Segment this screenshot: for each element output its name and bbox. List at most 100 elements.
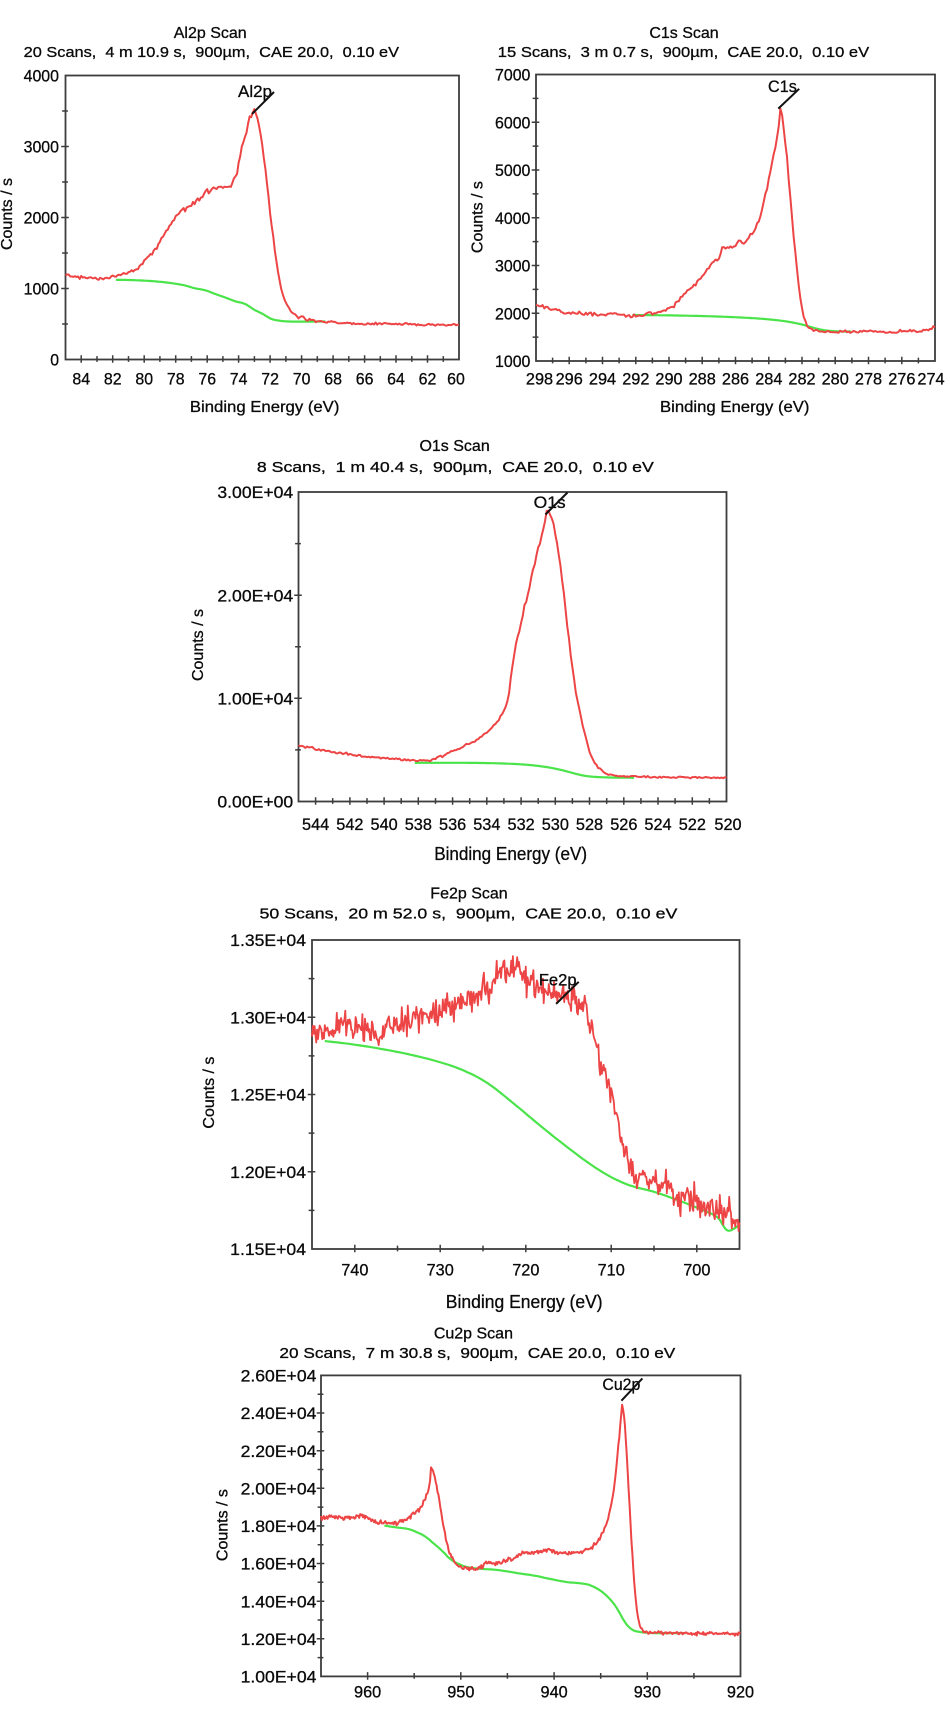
svg-text:O1s Scan: O1s Scan — [419, 438, 489, 455]
svg-text:538: 538 — [405, 815, 432, 834]
svg-text:2000: 2000 — [24, 209, 59, 228]
svg-text:274: 274 — [917, 370, 944, 389]
svg-text:80: 80 — [135, 370, 153, 389]
svg-text:2.00E+04: 2.00E+04 — [217, 586, 293, 605]
svg-text:294: 294 — [589, 370, 616, 389]
svg-text:3000: 3000 — [24, 138, 59, 157]
svg-text:Counts / s: Counts / s — [190, 609, 207, 681]
svg-text:20 Scans, 4 m 10.9 s, 900µm,: 20 Scans, 4 m 10.9 s, 900µm, CAE 20.0, 0… — [24, 44, 399, 61]
svg-text:540: 540 — [371, 815, 398, 834]
svg-text:C1s Scan: C1s Scan — [649, 25, 718, 42]
svg-text:5000: 5000 — [495, 161, 530, 180]
svg-text:278: 278 — [855, 370, 882, 389]
svg-text:292: 292 — [622, 370, 649, 389]
svg-text:1.35E+04: 1.35E+04 — [230, 931, 306, 950]
svg-text:3.00E+04: 3.00E+04 — [217, 483, 293, 502]
svg-text:8 Scans, 1 m 40.4 s, 900µm,: 8 Scans, 1 m 40.4 s, 900µm, CAE 20.0, 0.… — [257, 459, 654, 476]
svg-text:2.60E+04: 2.60E+04 — [241, 1367, 317, 1386]
svg-text:940: 940 — [541, 1683, 568, 1702]
svg-text:Counts / s: Counts / s — [470, 181, 487, 253]
svg-text:526: 526 — [610, 815, 637, 834]
svg-text:Cu2p Scan: Cu2p Scan — [434, 1325, 513, 1342]
svg-text:720: 720 — [512, 1261, 539, 1280]
svg-text:72: 72 — [261, 370, 279, 389]
svg-text:532: 532 — [508, 815, 535, 834]
svg-text:82: 82 — [104, 370, 122, 389]
svg-text:730: 730 — [427, 1261, 454, 1280]
svg-text:920: 920 — [727, 1683, 754, 1702]
svg-text:530: 530 — [542, 815, 569, 834]
svg-text:1.25E+04: 1.25E+04 — [230, 1086, 306, 1105]
svg-text:1.60E+04: 1.60E+04 — [241, 1555, 317, 1574]
svg-text:66: 66 — [356, 370, 374, 389]
svg-text:7000: 7000 — [495, 66, 530, 85]
svg-text:528: 528 — [576, 815, 603, 834]
svg-text:Al2p: Al2p — [238, 82, 272, 101]
svg-text:Fe2p: Fe2p — [539, 971, 577, 990]
svg-text:2.00E+04: 2.00E+04 — [241, 1480, 317, 1499]
svg-text:78: 78 — [167, 370, 185, 389]
svg-text:Counts / s: Counts / s — [201, 1057, 218, 1129]
svg-text:1.15E+04: 1.15E+04 — [230, 1240, 306, 1259]
svg-text:1.00E+04: 1.00E+04 — [217, 690, 293, 709]
svg-text:950: 950 — [447, 1683, 474, 1702]
svg-text:Counts / s: Counts / s — [0, 178, 16, 250]
svg-text:536: 536 — [439, 815, 466, 834]
svg-text:298: 298 — [526, 370, 553, 389]
svg-text:1.20E+04: 1.20E+04 — [230, 1163, 306, 1182]
svg-text:68: 68 — [324, 370, 342, 389]
svg-text:1.20E+04: 1.20E+04 — [241, 1630, 317, 1649]
svg-text:62: 62 — [419, 370, 437, 389]
svg-text:50 Scans, 20 m 52.0 s, 900µm: 50 Scans, 20 m 52.0 s, 900µm, CAE 20.0, … — [260, 905, 678, 922]
svg-text:70: 70 — [293, 370, 311, 389]
svg-text:Counts / s: Counts / s — [215, 1489, 232, 1561]
svg-text:C1s: C1s — [768, 77, 797, 96]
svg-text:284: 284 — [755, 370, 782, 389]
svg-text:276: 276 — [888, 370, 915, 389]
svg-text:288: 288 — [689, 370, 716, 389]
svg-text:Binding Energy (eV): Binding Energy (eV) — [190, 399, 340, 416]
svg-text:15 Scans, 3 m 0.7 s, 900µm,: 15 Scans, 3 m 0.7 s, 900µm, CAE 20.0, 0.… — [498, 44, 869, 61]
svg-text:710: 710 — [598, 1261, 625, 1280]
svg-text:296: 296 — [556, 370, 583, 389]
svg-text:1.80E+04: 1.80E+04 — [241, 1517, 317, 1536]
svg-text:2000: 2000 — [495, 304, 530, 323]
svg-text:1.00E+04: 1.00E+04 — [241, 1668, 317, 1687]
svg-text:1000: 1000 — [495, 352, 530, 371]
svg-text:1000: 1000 — [24, 280, 59, 299]
svg-text:0: 0 — [50, 351, 59, 370]
svg-text:0.00E+00: 0.00E+00 — [217, 793, 293, 812]
svg-text:282: 282 — [788, 370, 815, 389]
svg-text:2.40E+04: 2.40E+04 — [241, 1404, 317, 1423]
svg-text:544: 544 — [302, 815, 329, 834]
svg-text:Binding Energy (eV): Binding Energy (eV) — [660, 399, 810, 416]
svg-text:Fe2p Scan: Fe2p Scan — [430, 886, 507, 903]
svg-text:O1s: O1s — [534, 493, 566, 512]
svg-text:6000: 6000 — [495, 113, 530, 132]
svg-text:20 Scans, 7 m 30.8 s, 900µm,: 20 Scans, 7 m 30.8 s, 900µm, CAE 20.0, 0… — [279, 1345, 675, 1362]
svg-text:522: 522 — [679, 815, 706, 834]
svg-text:290: 290 — [655, 370, 682, 389]
svg-text:520: 520 — [714, 815, 741, 834]
svg-text:Cu2p: Cu2p — [602, 1375, 640, 1394]
svg-text:Al2p Scan: Al2p Scan — [174, 25, 247, 42]
svg-text:74: 74 — [230, 370, 248, 389]
svg-text:Binding Energy (eV): Binding Energy (eV) — [434, 843, 587, 864]
svg-text:84: 84 — [72, 370, 90, 389]
svg-text:700: 700 — [683, 1261, 710, 1280]
svg-text:2.20E+04: 2.20E+04 — [241, 1442, 317, 1461]
svg-text:3000: 3000 — [495, 257, 530, 276]
svg-text:64: 64 — [387, 370, 405, 389]
svg-text:524: 524 — [644, 815, 671, 834]
svg-text:60: 60 — [447, 370, 465, 389]
svg-text:960: 960 — [354, 1683, 381, 1702]
svg-text:286: 286 — [722, 370, 749, 389]
svg-text:542: 542 — [336, 815, 363, 834]
svg-text:1.40E+04: 1.40E+04 — [241, 1592, 317, 1611]
svg-text:740: 740 — [341, 1261, 368, 1280]
svg-text:4000: 4000 — [495, 209, 530, 228]
svg-text:930: 930 — [634, 1683, 661, 1702]
svg-text:534: 534 — [473, 815, 500, 834]
svg-text:4000: 4000 — [24, 67, 59, 86]
svg-text:Binding Energy (eV): Binding Energy (eV) — [446, 1291, 603, 1312]
